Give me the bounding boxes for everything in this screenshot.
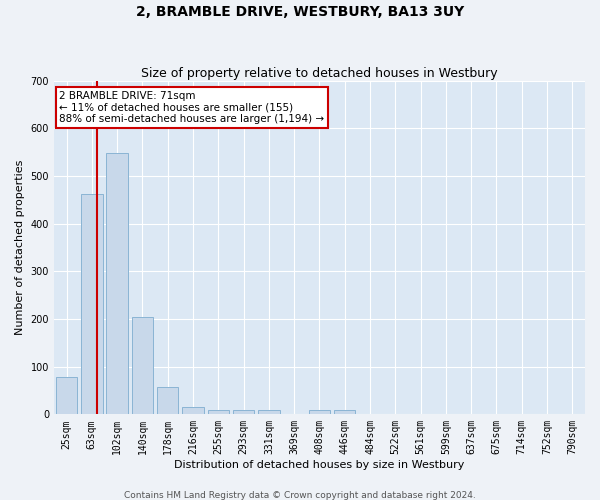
Bar	[157, 387, 178, 414]
Bar	[334, 410, 355, 414]
X-axis label: Distribution of detached houses by size in Westbury: Distribution of detached houses by size …	[174, 460, 464, 470]
Bar	[81, 194, 103, 414]
Bar	[56, 377, 77, 414]
Y-axis label: Number of detached properties: Number of detached properties	[15, 160, 25, 335]
Bar	[233, 410, 254, 414]
Text: Contains HM Land Registry data © Crown copyright and database right 2024.: Contains HM Land Registry data © Crown c…	[124, 490, 476, 500]
Bar	[309, 410, 330, 414]
Text: 2, BRAMBLE DRIVE, WESTBURY, BA13 3UY: 2, BRAMBLE DRIVE, WESTBURY, BA13 3UY	[136, 5, 464, 19]
Bar	[106, 153, 128, 414]
Bar	[182, 407, 204, 414]
Text: 2 BRAMBLE DRIVE: 71sqm
← 11% of detached houses are smaller (155)
88% of semi-de: 2 BRAMBLE DRIVE: 71sqm ← 11% of detached…	[59, 90, 325, 124]
Bar	[258, 410, 280, 414]
Bar	[131, 316, 153, 414]
Bar	[208, 410, 229, 414]
Title: Size of property relative to detached houses in Westbury: Size of property relative to detached ho…	[141, 66, 498, 80]
